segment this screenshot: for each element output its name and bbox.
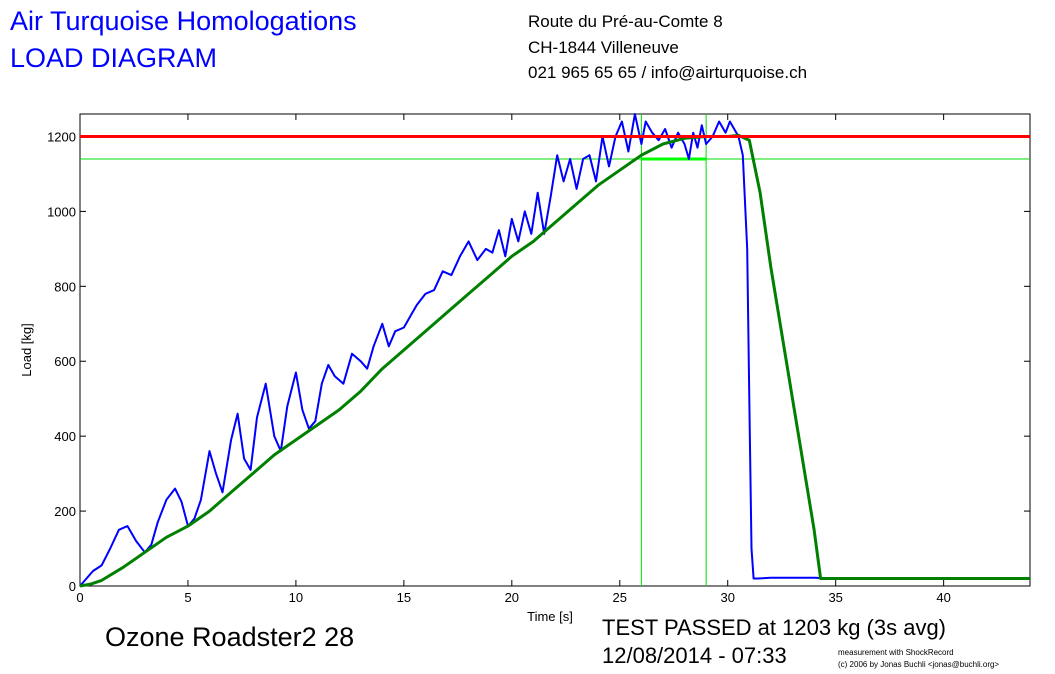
address-street: Route du Pré-au-Comte 8 [528, 12, 723, 31]
test-result: TEST PASSED at 1203 kg (3s avg) [602, 615, 947, 640]
y-tick-label: 0 [69, 579, 76, 594]
credit-copyright: (c) 2006 by Jonas Buchli <jonas@buchli.o… [838, 660, 1000, 669]
y-tick-label: 200 [54, 504, 76, 519]
address-city: CH-1844 Villeneuve [528, 38, 679, 57]
test-datetime: 12/08/2014 - 07:33 [602, 643, 787, 668]
average-load-series [79, 133, 1030, 588]
x-tick-label: 25 [613, 590, 627, 605]
x-tick-label: 0 [76, 590, 83, 605]
x-tick-label: 35 [828, 590, 842, 605]
y-tick-label: 800 [54, 279, 76, 294]
y-tick-label: 1200 [47, 129, 76, 144]
y-tick-label: 600 [54, 354, 76, 369]
y-tick-label: 400 [54, 429, 76, 444]
plot-frame [79, 113, 1031, 587]
reference-lines [80, 114, 1030, 586]
raw-load-series [79, 113, 1030, 587]
x-tick-label: 30 [720, 590, 734, 605]
series-layer [79, 113, 1030, 588]
x-tick-label: 15 [397, 590, 411, 605]
x-tick-label: 40 [936, 590, 950, 605]
x-axis-label: Time [s] [527, 609, 573, 624]
x-tick-label: 20 [505, 590, 519, 605]
credit-measurement: measurement with ShockRecord [838, 648, 954, 657]
header-title: Air Turquoise Homologations [10, 6, 357, 36]
header-subtitle: LOAD DIAGRAM [10, 43, 218, 73]
x-tick-label: 5 [184, 590, 191, 605]
y-tick-label: 1000 [47, 204, 76, 219]
y-axis-label: Load [kg] [19, 323, 34, 377]
address-contact: 021 965 65 65 / info@airturquoise.ch [528, 63, 808, 82]
product-name: Ozone Roadster2 28 [105, 622, 355, 652]
x-tick-label: 10 [289, 590, 303, 605]
